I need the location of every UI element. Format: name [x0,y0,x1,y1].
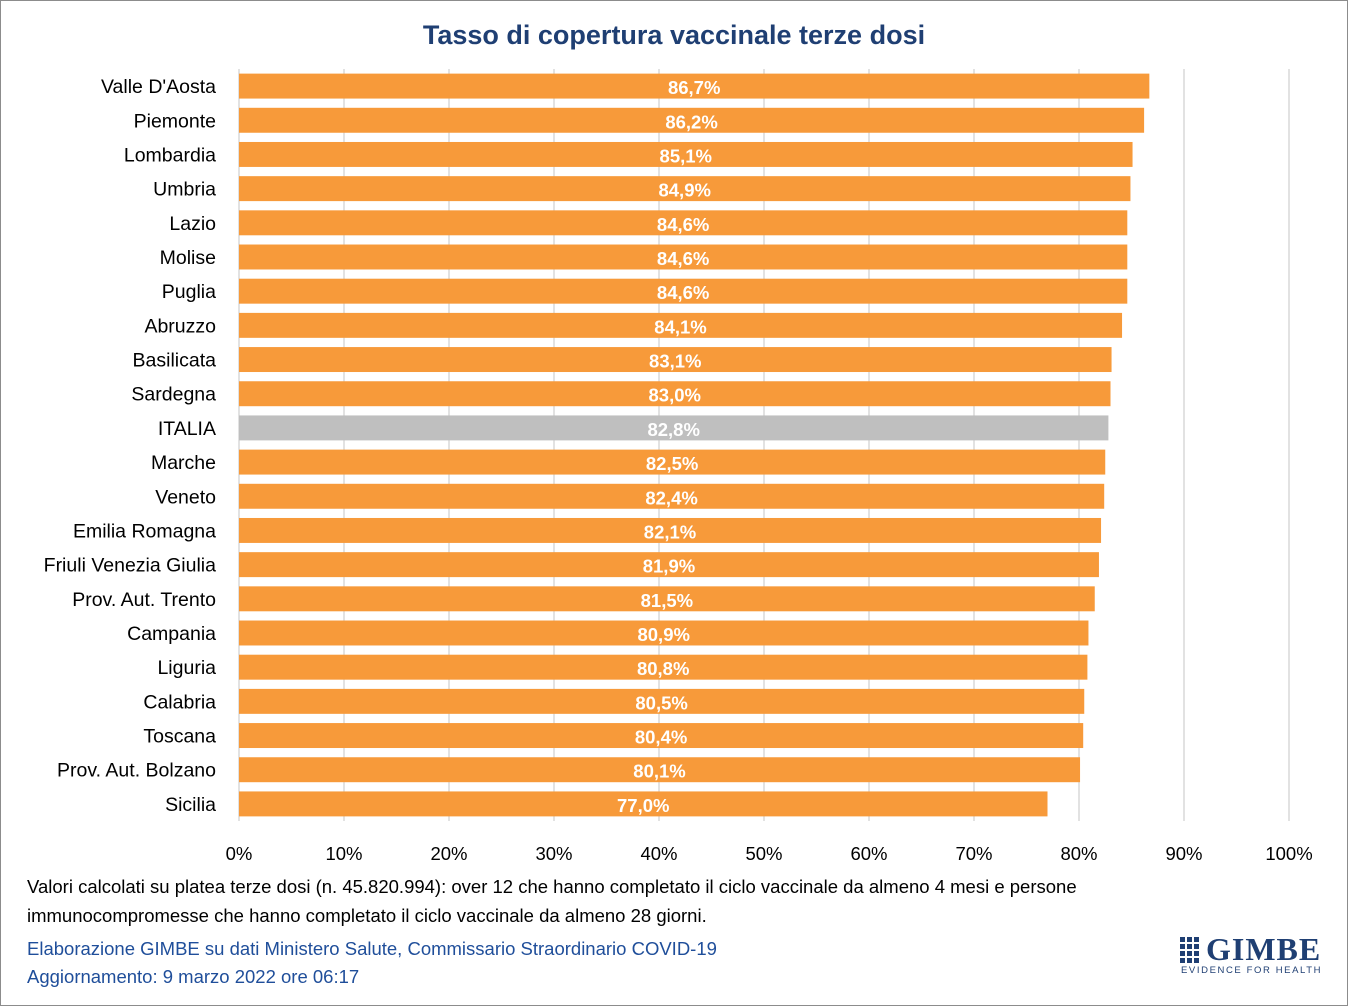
gimbe-grid-icon [1180,937,1199,963]
bar [239,210,1128,236]
category-label: Lazio [169,213,216,235]
bar [239,244,1128,270]
bar [239,517,1102,543]
bar [239,381,1111,407]
data-label: 80,5% [635,692,687,713]
x-tick-label: 20% [430,843,467,864]
x-tick-label: 10% [325,843,362,864]
category-label: Abruzzo [144,315,216,337]
bar [239,278,1128,304]
data-label: 82,1% [644,521,696,542]
x-tick-label: 30% [535,843,572,864]
category-label: Valle D'Aosta [101,76,216,98]
data-label: 84,9% [658,180,710,201]
x-tick-label: 60% [850,843,887,864]
footnote-line-2: immunocompromesse che hanno completato i… [27,905,707,926]
category-label: Molise [160,247,216,269]
category-label: Calabria [143,691,216,713]
bar [239,552,1099,578]
source-credit: Elaborazione GIMBE su dati Ministero Sal… [27,938,717,959]
x-tick-label: 40% [640,843,677,864]
data-label: 81,9% [643,556,695,577]
data-label: 80,1% [633,761,685,782]
category-label: Lombardia [124,144,216,166]
x-axis-ticks: 0% 10% 20% 30% 40% 50% 60% 70% 80% 90% 100% [226,843,1313,864]
bar [239,654,1088,680]
x-tick-label: 90% [1165,843,1202,864]
data-label: 84,6% [657,214,709,235]
data-label: 86,2% [665,111,717,132]
data-label: 82,4% [645,487,697,508]
category-label: Toscana [143,726,216,748]
bar [239,723,1084,749]
category-label: Puglia [162,281,216,303]
data-label: 77,0% [617,795,669,816]
update-timestamp: Aggiornamento: 9 marzo 2022 ore 06:17 [27,966,360,987]
x-tick-label: 0% [226,843,253,864]
bar [239,176,1131,202]
data-label: 80,4% [635,727,687,748]
data-label: 83,0% [649,385,701,406]
category-label: Liguria [157,657,216,679]
category-label: Basilicata [133,350,217,372]
category-label: Sardegna [131,384,216,406]
category-label: Umbria [153,179,216,201]
category-label: Prov. Aut. Trento [72,589,216,611]
data-label: 82,8% [647,419,699,440]
logo-tagline: EVIDENCE FOR HEALTH [1181,965,1323,976]
data-labels: 86,7% 86,2% 85,1% 84,9% 84,6% 84,6% 84,6% 84,1%… [617,77,720,816]
bar [239,586,1095,612]
category-labels: Valle D'Aosta Piemonte Lombardia Umbria Lazi… [44,76,216,816]
data-label: 85,1% [660,145,712,166]
data-label: 86,7% [668,77,720,98]
bar [239,791,1048,817]
category-label: Campania [127,623,216,645]
category-label: Marche [151,452,216,474]
data-label: 80,9% [637,624,689,645]
bar [239,141,1133,167]
category-label: Emilia Romagna [73,520,216,542]
bar [239,620,1089,646]
logo-wordmark: GIMBE [1206,931,1322,967]
bar-italia [239,415,1109,441]
data-label: 83,1% [649,351,701,372]
category-label: Prov. Aut. Bolzano [57,760,216,782]
data-label: 80,8% [637,658,689,679]
data-label: 82,5% [646,453,698,474]
data-label: 84,1% [654,316,706,337]
bar [239,449,1106,475]
x-tick-label: 50% [745,843,782,864]
bar [239,483,1105,509]
chart-title: Tasso di copertura vaccinale terze dosi [422,20,926,50]
category-label: Friuli Venezia Giulia [44,555,216,577]
footnote-line-1: Valori calcolati su platea terze dosi (n… [27,876,1077,897]
bars [239,73,1150,817]
bar [239,688,1085,714]
x-tick-label: 80% [1060,843,1097,864]
data-label: 81,5% [641,590,693,611]
category-label: Piemonte [134,110,216,132]
bar [239,312,1123,338]
bar [239,757,1081,783]
bar [239,107,1145,133]
gimbe-logo: GIMBE EVIDENCE FOR HEALTH [1180,931,1325,979]
x-tick-label: 100% [1265,843,1312,864]
data-label: 84,6% [657,248,709,269]
category-label: Veneto [155,486,216,508]
category-label: Sicilia [165,794,216,816]
bar [239,73,1150,99]
category-label: ITALIA [158,418,216,440]
x-tick-label: 70% [955,843,992,864]
bar [239,347,1112,373]
data-label: 84,6% [657,282,709,303]
